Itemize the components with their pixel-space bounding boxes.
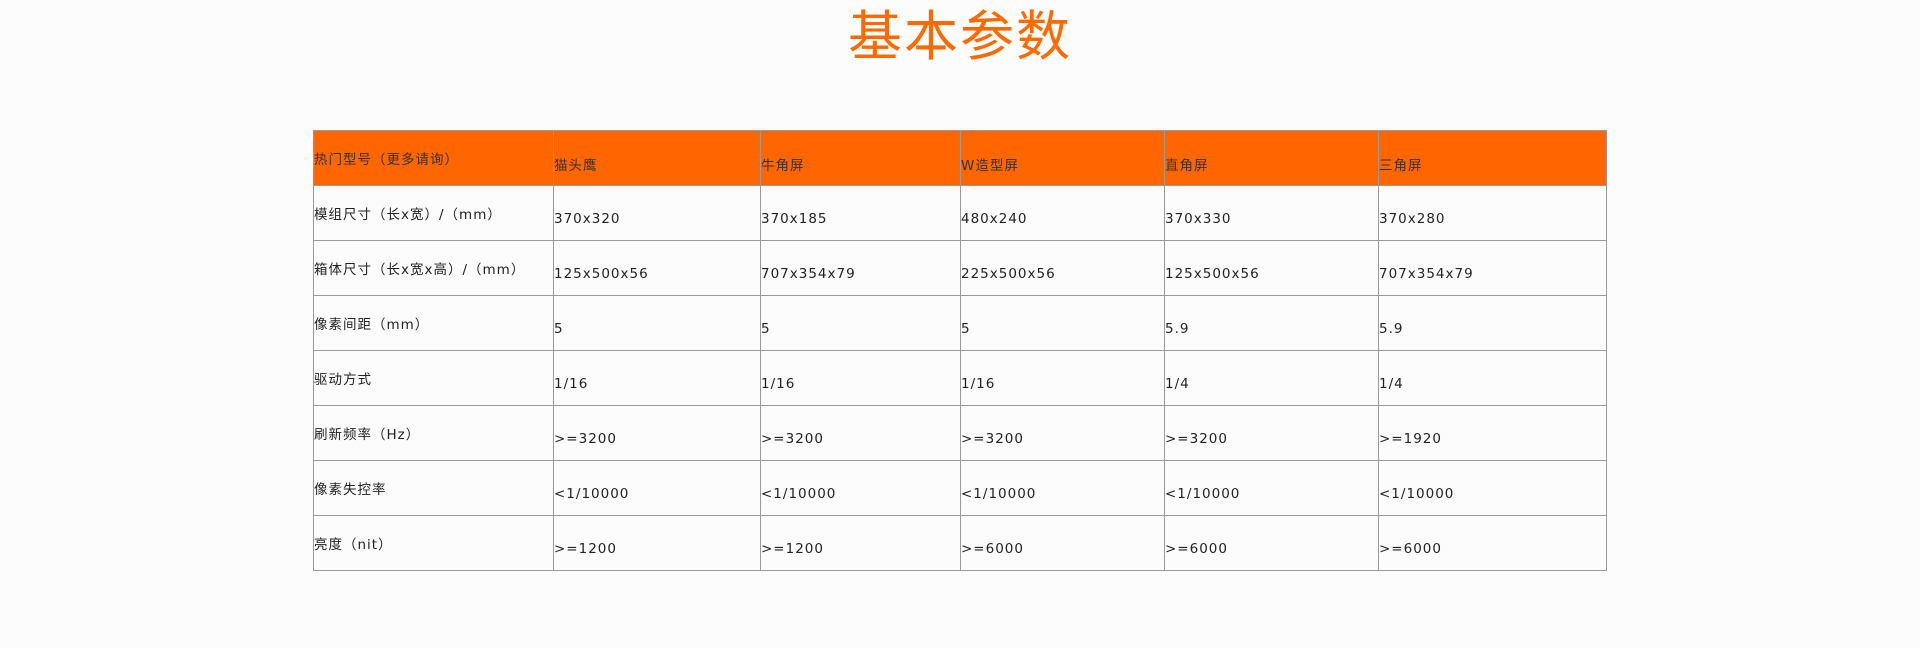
value-cell: 1/4	[1164, 350, 1379, 406]
value-cell: >=6000	[960, 515, 1165, 571]
value-cell: >=1920	[1378, 405, 1607, 461]
value-cell: >=3200	[1164, 405, 1379, 461]
value-cell: 5	[760, 295, 961, 351]
value-cell: >=3200	[960, 405, 1165, 461]
page-title: 基本参数	[848, 5, 1072, 68]
header-cell: 热门型号（更多请询）	[313, 130, 554, 186]
value-cell: >=3200	[553, 405, 761, 461]
table-row: 模组尺寸（长x宽）/（mm） 370x320 370x185 480x240 370x3…	[313, 185, 1607, 241]
header-cell: 直角屏	[1164, 130, 1379, 186]
value-cell: <1/10000	[553, 460, 761, 516]
row-label-cell: 驱动方式	[313, 350, 554, 406]
value-cell: 370x320	[553, 185, 761, 241]
value-cell: 125x500x56	[1164, 240, 1379, 296]
value-cell: 125x500x56	[553, 240, 761, 296]
table-row: 像素间距（mm） 5 5 5 5.9 5.9	[313, 295, 1607, 351]
header-cell: W造型屏	[960, 130, 1165, 186]
value-cell: <1/10000	[1378, 460, 1607, 516]
value-cell: 5	[960, 295, 1165, 351]
value-cell: >=1200	[760, 515, 961, 571]
value-cell: 1/16	[553, 350, 761, 406]
header-cell: 牛角屏	[760, 130, 961, 186]
value-cell: 1/4	[1378, 350, 1607, 406]
row-label-cell: 刷新频率（Hz）	[313, 405, 554, 461]
value-cell: <1/10000	[760, 460, 961, 516]
value-cell: 5.9	[1378, 295, 1607, 351]
value-cell: 370x280	[1378, 185, 1607, 241]
value-cell: 707x354x79	[760, 240, 961, 296]
value-cell: <1/10000	[960, 460, 1165, 516]
value-cell: >=1200	[553, 515, 761, 571]
value-cell: >=6000	[1378, 515, 1607, 571]
value-cell: 480x240	[960, 185, 1165, 241]
parameters-table: 热门型号（更多请询） 猫头鹰 牛角屏 W造型屏 直角屏 三角屏 模组尺寸（长x宽）/（mm）…	[313, 130, 1607, 571]
table-row: 刷新频率（Hz） >=3200 >=3200 >=3200 >=3200 >=1920	[313, 405, 1607, 461]
row-label-cell: 像素失控率	[313, 460, 554, 516]
value-cell: 370x185	[760, 185, 961, 241]
value-cell: >=3200	[760, 405, 961, 461]
table-row: 驱动方式 1/16 1/16 1/16 1/4 1/4	[313, 350, 1607, 406]
table-header-row: 热门型号（更多请询） 猫头鹰 牛角屏 W造型屏 直角屏 三角屏	[313, 130, 1607, 186]
table-row: 亮度（nit） >=1200 >=1200 >=6000 >=6000 >=6000	[313, 515, 1607, 571]
table-row: 像素失控率 <1/10000 <1/10000 <1/10000 <1/10000 <1/…	[313, 460, 1607, 516]
value-cell: 707x354x79	[1378, 240, 1607, 296]
row-label-cell: 模组尺寸（长x宽）/（mm）	[313, 185, 554, 241]
value-cell: 5.9	[1164, 295, 1379, 351]
value-cell: 225x500x56	[960, 240, 1165, 296]
header-cell: 猫头鹰	[553, 130, 761, 186]
value-cell: >=6000	[1164, 515, 1379, 571]
header-cell: 三角屏	[1378, 130, 1607, 186]
value-cell: 1/16	[760, 350, 961, 406]
table-row: 箱体尺寸（长x宽x高）/（mm） 125x500x56 707x354x79 225x…	[313, 240, 1607, 296]
row-label-cell: 箱体尺寸（长x宽x高）/（mm）	[313, 240, 554, 296]
row-label-cell: 像素间距（mm）	[313, 295, 554, 351]
value-cell: 5	[553, 295, 761, 351]
value-cell: 370x330	[1164, 185, 1379, 241]
row-label-cell: 亮度（nit）	[313, 515, 554, 571]
value-cell: <1/10000	[1164, 460, 1379, 516]
value-cell: 1/16	[960, 350, 1165, 406]
